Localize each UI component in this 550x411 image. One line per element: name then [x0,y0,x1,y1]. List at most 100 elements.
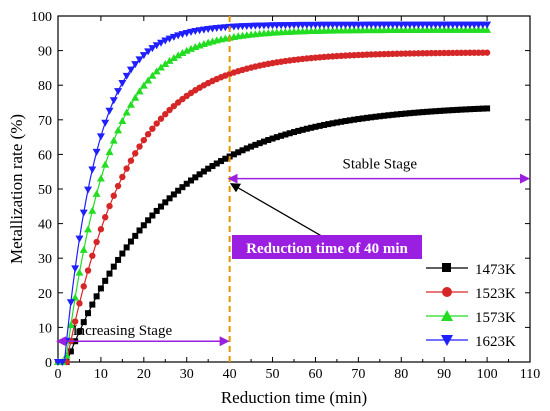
data-point-1573k [118,116,127,124]
data-point-1623k [131,61,140,69]
y-tick-label: 20 [38,287,52,302]
data-point-1623k [156,39,165,47]
data-point-1523k [84,267,92,274]
data-point-1473k [170,191,177,198]
data-point-1473k [342,118,349,125]
data-point-1573k [92,189,101,197]
data-point-1473k [67,348,74,355]
y-axis-label: Metallization rate (%) [7,114,26,264]
legend-marker-1623k [441,335,453,346]
data-point-1473k [432,108,439,115]
data-point-1473k [282,131,289,138]
data-point-1473k [110,263,117,270]
data-point-1473k [355,116,362,123]
data-point-1473k [209,163,216,170]
data-point-1573k [144,76,153,84]
data-point-1623k [169,33,178,41]
stable-stage-label: Stable Stage [343,157,418,173]
y-tick-label: 90 [38,45,52,60]
data-point-1473k [449,107,456,114]
data-point-1473k [123,244,130,251]
data-point-1623k [84,186,93,194]
data-point-1473k [213,160,220,167]
data-point-1573k [148,71,157,79]
data-point-1473k [265,137,272,144]
data-point-1473k [479,105,486,112]
data-point-1523k [144,131,152,138]
data-point-1473k [436,107,443,114]
data-point-1473k [466,106,473,113]
data-point-1623k [152,42,161,50]
data-point-1623k [109,97,118,105]
data-point-1573k [135,87,144,95]
data-point-1473k [393,111,400,118]
y-tick-label: 0 [45,356,52,371]
data-point-1573k [88,206,97,214]
data-point-1473k [205,165,212,172]
data-point-1473k [415,109,422,116]
data-point-1473k [132,232,139,239]
data-point-1473k [269,135,276,142]
x-tick-label: 110 [520,367,540,382]
data-point-1573k [66,321,75,329]
x-tick-label: 30 [180,367,194,382]
x-tick-label: 90 [437,367,451,382]
data-point-1573k [84,225,93,233]
data-point-1573k [96,174,105,182]
data-point-1523k [162,111,169,118]
x-tick-label: 10 [94,367,108,382]
data-point-1473k [102,277,109,284]
y-tick-label: 50 [38,183,52,198]
data-point-1573k [174,51,183,59]
data-point-1523k [89,252,96,259]
y-tick-label: 10 [38,321,52,336]
data-point-1523k [102,214,109,221]
data-point-1473k [136,227,143,234]
y-tick-label: 100 [31,10,52,25]
data-point-1473k [316,122,323,129]
data-point-1623k [66,299,75,307]
data-point-1523k [153,120,160,127]
data-point-1473k [218,158,225,165]
data-point-1523k [119,173,126,181]
data-point-1523k [174,99,182,106]
data-point-1573k [152,67,161,75]
annotations: Stable Stage Increasing Stage Reduction ti… [56,16,530,362]
legend: 1473K 1523K 1573K 1623K [426,262,516,350]
data-point-1523k [157,115,165,122]
data-point-1473k [402,110,409,117]
data-point-1473k [85,310,92,317]
x-tick-label: 60 [308,367,322,382]
data-point-1523k [123,165,130,172]
data-point-1473k [179,184,186,191]
data-point-1623k [118,79,127,87]
data-point-1523k [80,283,87,290]
data-point-1473k [308,124,315,131]
data-point-1473k [80,319,87,326]
data-point-1473k [157,203,164,210]
data-point-1473k [419,109,426,116]
data-point-1573k [182,46,191,54]
data-point-1573k [122,108,131,116]
data-point-1473k [273,134,280,141]
data-point-1473k [458,106,465,113]
data-point-1473k [248,143,255,150]
x-tick-label: 50 [266,367,280,382]
data-point-1473k [454,106,461,113]
data-point-1523k [140,136,148,144]
data-point-1473k [140,222,147,229]
data-point-1623k [88,166,97,174]
data-point-1473k [93,293,100,300]
data-point-1573k [101,160,110,168]
data-point-1473k [76,328,83,335]
legend-marker-1523k [442,287,452,297]
data-point-1623k [126,66,135,74]
data-point-1473k [325,121,332,128]
data-point-1473k [222,155,229,162]
data-point-1573k [483,25,492,33]
data-point-1573k [71,293,80,301]
data-point-1623k [144,48,153,56]
data-point-1623k [135,56,144,64]
data-point-1573k [109,136,118,144]
